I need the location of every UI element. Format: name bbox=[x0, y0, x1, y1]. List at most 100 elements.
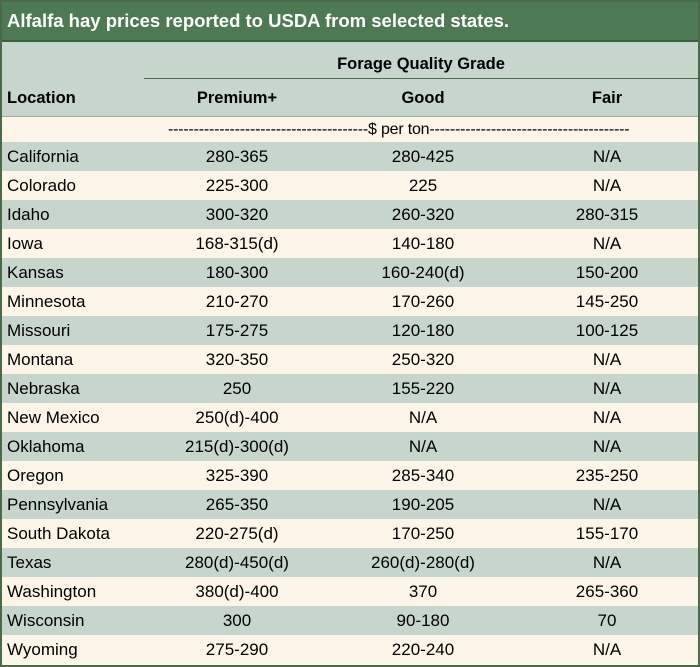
location-cell: California bbox=[7, 146, 79, 166]
good-price-cell: 90-180 bbox=[396, 610, 450, 630]
table-row: Oregon 325-390 285-340 235-250 bbox=[2, 461, 698, 490]
table-row: New Mexico 250(d)-400 N/A N/A bbox=[2, 403, 698, 432]
fair-price-cell: N/A bbox=[592, 436, 622, 456]
location-cell: Missouri bbox=[7, 320, 71, 340]
location-cell: Idaho bbox=[7, 204, 50, 224]
location-cell: Iowa bbox=[7, 233, 43, 253]
table-row: Nebraska 250 155-220 N/A bbox=[2, 374, 698, 403]
table-row: Wyoming 275-290 220-240 N/A bbox=[2, 635, 698, 664]
premium-price-cell: 225-300 bbox=[205, 175, 269, 195]
table-row: Iowa 168-315(d) 140-180 N/A bbox=[2, 229, 698, 258]
fair-price-cell: N/A bbox=[592, 494, 622, 514]
fair-price-cell: 100-125 bbox=[575, 320, 639, 340]
location-cell: Montana bbox=[7, 349, 74, 369]
premium-price-cell: 380(d)-400 bbox=[195, 581, 279, 601]
table-row: Kansas 180-300 160-240(d) 150-200 bbox=[2, 258, 698, 287]
location-cell: Colorado bbox=[7, 175, 76, 195]
premium-price-cell: 250(d)-400 bbox=[195, 407, 279, 427]
fair-price-cell: N/A bbox=[592, 233, 622, 253]
good-price-cell: 260(d)-280(d) bbox=[371, 552, 475, 572]
premium-price-cell: 180-300 bbox=[205, 262, 269, 282]
table-row: Idaho 300-320 260-320 280-315 bbox=[2, 200, 698, 229]
good-price-cell: 190-205 bbox=[391, 494, 455, 514]
forage-quality-grade-header: Forage Quality Grade bbox=[144, 50, 698, 79]
premium-price-cell: 215(d)-300(d) bbox=[185, 436, 289, 456]
premium-price-cell: 280(d)-450(d) bbox=[185, 552, 289, 572]
good-price-cell: 120-180 bbox=[391, 320, 455, 340]
location-cell: Pennsylvania bbox=[7, 494, 109, 514]
premium-price-cell: 320-350 bbox=[205, 349, 269, 369]
premium-price-cell: 325-390 bbox=[205, 465, 269, 485]
location-cell: New Mexico bbox=[7, 407, 100, 427]
premium-price-cell: 300 bbox=[222, 610, 252, 630]
location-cell: South Dakota bbox=[7, 523, 111, 543]
location-cell: Kansas bbox=[7, 262, 64, 282]
units-row: ---------------------------------------$… bbox=[2, 117, 698, 142]
fair-price-cell: 280-315 bbox=[575, 204, 639, 224]
good-price-cell: 170-260 bbox=[391, 291, 455, 311]
table-row: Washington 380(d)-400 370 265-360 bbox=[2, 577, 698, 606]
table-title: Alfalfa hay prices reported to USDA from… bbox=[2, 2, 698, 42]
fair-price-cell: 145-250 bbox=[575, 291, 639, 311]
location-column-header: Location bbox=[7, 89, 76, 107]
fair-price-cell: 235-250 bbox=[575, 465, 639, 485]
fair-price-cell: N/A bbox=[592, 378, 622, 398]
good-price-cell: 250-320 bbox=[391, 349, 455, 369]
good-price-cell: 260-320 bbox=[391, 204, 455, 224]
good-price-cell: 160-240(d) bbox=[381, 262, 465, 282]
fair-column-header: Fair bbox=[591, 89, 623, 107]
good-price-cell: N/A bbox=[408, 436, 438, 456]
fair-price-cell: N/A bbox=[592, 175, 622, 195]
location-cell: Wyoming bbox=[7, 639, 78, 659]
location-cell: Nebraska bbox=[7, 378, 80, 398]
table-row: California 280-365 280-425 N/A bbox=[2, 142, 698, 171]
good-price-cell: 370 bbox=[408, 581, 438, 601]
table-row: Pennsylvania 265-350 190-205 N/A bbox=[2, 490, 698, 519]
fair-price-cell: 155-170 bbox=[575, 523, 639, 543]
fair-price-cell: 70 bbox=[597, 610, 617, 630]
premium-column-header: Premium+ bbox=[196, 89, 278, 107]
good-price-cell: 220-240 bbox=[391, 639, 455, 659]
location-cell: Texas bbox=[7, 552, 52, 572]
table-row: Wisconsin 300 90-180 70 bbox=[2, 606, 698, 635]
good-price-cell: N/A bbox=[408, 407, 438, 427]
table-header: Forage Quality Grade Location Premium+ G… bbox=[2, 42, 698, 117]
table-body: California 280-365 280-425 N/A Colorado 225-3… bbox=[2, 142, 698, 664]
table-row: Minnesota 210-270 170-260 145-250 bbox=[2, 287, 698, 316]
table-row: South Dakota 220-275(d) 170-250 155-170 bbox=[2, 519, 698, 548]
premium-price-cell: 265-350 bbox=[205, 494, 269, 514]
premium-price-cell: 175-275 bbox=[205, 320, 269, 340]
good-price-cell: 170-250 bbox=[391, 523, 455, 543]
table-row: Missouri 175-275 120-180 100-125 bbox=[2, 316, 698, 345]
premium-price-cell: 220-275(d) bbox=[195, 523, 279, 543]
units-label: ---------------------------------------$… bbox=[168, 120, 630, 138]
fair-price-cell: 150-200 bbox=[575, 262, 639, 282]
good-price-cell: 285-340 bbox=[391, 465, 455, 485]
fair-price-cell: 265-360 bbox=[575, 581, 639, 601]
fair-price-cell: N/A bbox=[592, 349, 622, 369]
good-column-header: Good bbox=[401, 89, 445, 107]
location-cell: Oklahoma bbox=[7, 436, 85, 456]
table-row: Oklahoma 215(d)-300(d) N/A N/A bbox=[2, 432, 698, 461]
location-cell: Oregon bbox=[7, 465, 64, 485]
table-row: Colorado 225-300 225 N/A bbox=[2, 171, 698, 200]
good-price-cell: 155-220 bbox=[391, 378, 455, 398]
premium-price-cell: 168-315(d) bbox=[195, 233, 279, 253]
location-cell: Wisconsin bbox=[7, 610, 85, 630]
fair-price-cell: N/A bbox=[592, 407, 622, 427]
premium-price-cell: 210-270 bbox=[205, 291, 269, 311]
fair-price-cell: N/A bbox=[592, 146, 622, 166]
premium-price-cell: 250 bbox=[222, 378, 252, 398]
table-row: Texas 280(d)-450(d) 260(d)-280(d) N/A bbox=[2, 548, 698, 577]
good-price-cell: 140-180 bbox=[391, 233, 455, 253]
fair-price-cell: N/A bbox=[592, 639, 622, 659]
table-row: Montana 320-350 250-320 N/A bbox=[2, 345, 698, 374]
good-price-cell: 225 bbox=[408, 175, 438, 195]
location-cell: Washington bbox=[7, 581, 97, 601]
premium-price-cell: 275-290 bbox=[205, 639, 269, 659]
fair-price-cell: N/A bbox=[592, 552, 622, 572]
premium-price-cell: 300-320 bbox=[205, 204, 269, 224]
good-price-cell: 280-425 bbox=[391, 146, 455, 166]
location-cell: Minnesota bbox=[7, 291, 86, 311]
